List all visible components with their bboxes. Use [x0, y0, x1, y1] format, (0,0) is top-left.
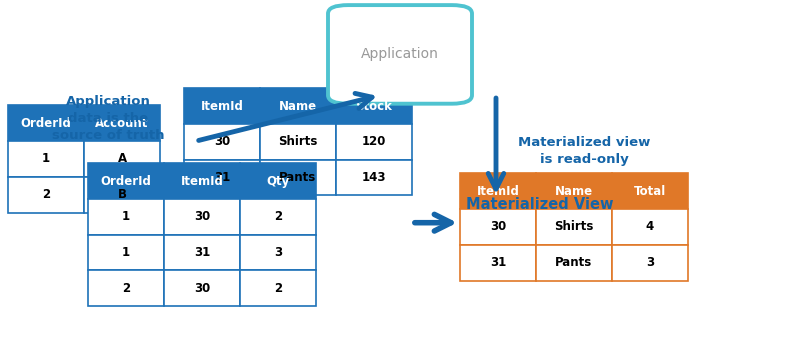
- Bar: [88, 199, 164, 235]
- Text: 31: 31: [194, 246, 210, 259]
- Text: 30: 30: [214, 135, 230, 149]
- Text: 120: 120: [362, 135, 386, 149]
- Text: Application: Application: [361, 47, 439, 62]
- Bar: [612, 173, 688, 209]
- Bar: [184, 124, 260, 160]
- Bar: [84, 105, 160, 141]
- Text: Stock: Stock: [355, 100, 393, 113]
- Bar: [88, 235, 164, 270]
- Text: Pants: Pants: [279, 171, 317, 184]
- Bar: [84, 177, 160, 212]
- Text: 2: 2: [274, 210, 282, 223]
- Text: 1: 1: [122, 246, 130, 259]
- Text: Name: Name: [555, 185, 593, 198]
- Bar: [8, 177, 84, 212]
- Bar: [184, 88, 260, 124]
- Bar: [88, 270, 164, 306]
- Text: Application
data is the
source of truth: Application data is the source of truth: [52, 95, 164, 142]
- Text: 4: 4: [646, 220, 654, 234]
- Bar: [460, 245, 536, 280]
- Text: 30: 30: [194, 210, 210, 223]
- Bar: [612, 245, 688, 280]
- Bar: [240, 163, 316, 199]
- Text: OrderId: OrderId: [21, 117, 71, 130]
- Text: 31: 31: [214, 171, 230, 184]
- Bar: [88, 163, 164, 199]
- Bar: [536, 173, 612, 209]
- Text: ItemId: ItemId: [201, 100, 243, 113]
- Bar: [84, 141, 160, 177]
- Bar: [164, 199, 240, 235]
- Text: OrderId: OrderId: [101, 174, 151, 188]
- Text: Shirts: Shirts: [554, 220, 594, 234]
- Bar: [164, 235, 240, 270]
- Bar: [8, 105, 84, 141]
- Bar: [240, 270, 316, 306]
- Text: 1: 1: [122, 210, 130, 223]
- Bar: [336, 88, 412, 124]
- Text: 3: 3: [646, 256, 654, 269]
- FancyBboxPatch shape: [328, 5, 472, 104]
- Bar: [260, 88, 336, 124]
- Text: Total: Total: [634, 185, 666, 198]
- Text: 31: 31: [490, 256, 506, 269]
- Bar: [460, 173, 536, 209]
- Text: 2: 2: [122, 282, 130, 295]
- Bar: [612, 209, 688, 245]
- Text: 3: 3: [274, 246, 282, 259]
- Text: ItemId: ItemId: [477, 185, 519, 198]
- Bar: [164, 163, 240, 199]
- Bar: [336, 124, 412, 160]
- Text: 30: 30: [194, 282, 210, 295]
- Text: Shirts: Shirts: [278, 135, 318, 149]
- Text: Materialized view
is read-only: Materialized view is read-only: [518, 136, 650, 166]
- Bar: [164, 270, 240, 306]
- Text: B: B: [118, 188, 126, 201]
- Text: Account: Account: [95, 117, 149, 130]
- Text: Qty: Qty: [266, 174, 290, 188]
- Bar: [240, 235, 316, 270]
- Text: 2: 2: [274, 282, 282, 295]
- Bar: [240, 199, 316, 235]
- Bar: [260, 124, 336, 160]
- Bar: [260, 160, 336, 195]
- Text: Name: Name: [279, 100, 317, 113]
- Bar: [336, 160, 412, 195]
- Text: ItemId: ItemId: [181, 174, 223, 188]
- Text: 30: 30: [490, 220, 506, 234]
- Text: Materialized View: Materialized View: [466, 197, 614, 212]
- Bar: [184, 160, 260, 195]
- Bar: [536, 209, 612, 245]
- Text: 1: 1: [42, 152, 50, 166]
- Text: 143: 143: [362, 171, 386, 184]
- Text: A: A: [118, 152, 126, 166]
- Bar: [536, 245, 612, 280]
- Bar: [8, 141, 84, 177]
- Text: 2: 2: [42, 188, 50, 201]
- Bar: [460, 209, 536, 245]
- Text: Pants: Pants: [555, 256, 593, 269]
